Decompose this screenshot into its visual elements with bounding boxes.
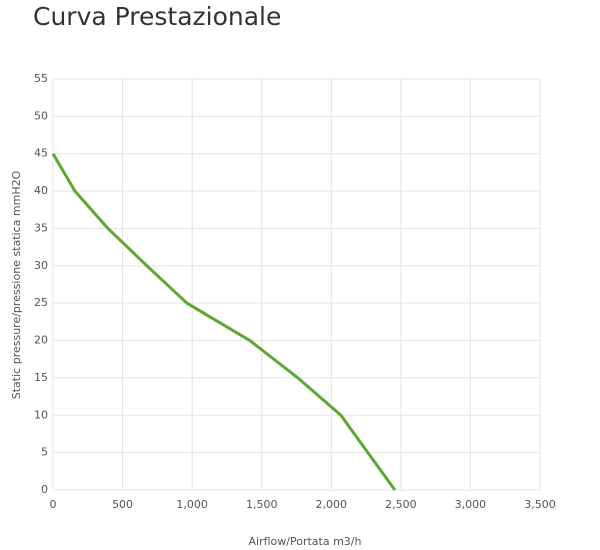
chart-title: Curva Prestazionale [33, 2, 281, 31]
x-tick-label: 3,500 [524, 498, 556, 511]
y-tick-label: 25 [34, 296, 48, 309]
y-tick-label: 20 [34, 334, 48, 347]
y-tick-label: 50 [34, 109, 48, 122]
y-tick-label: 55 [34, 72, 48, 85]
x-tick-label: 2,000 [316, 498, 348, 511]
y-axis-label: Static pressure/pressione statica mmH2O [10, 170, 23, 399]
y-tick-label: 40 [34, 184, 48, 197]
x-tick-label: 2,500 [385, 498, 417, 511]
y-tick-label: 30 [34, 259, 48, 272]
x-tick-label: 500 [112, 498, 133, 511]
y-tick-label: 0 [41, 483, 48, 496]
y-tick-label: 5 [41, 446, 48, 459]
y-tick-label: 35 [34, 221, 48, 234]
x-tick-label: 0 [50, 498, 57, 511]
x-axis-label: Airflow/Portata m3/h [249, 535, 362, 548]
y-tick-label: 45 [34, 147, 48, 160]
x-tick-label: 1,000 [176, 498, 208, 511]
x-tick-label: 1,500 [246, 498, 278, 511]
y-tick-label: 15 [34, 371, 48, 384]
data-line [51, 152, 397, 491]
y-tick-label: 10 [34, 408, 48, 421]
x-tick-label: 3,000 [455, 498, 487, 511]
